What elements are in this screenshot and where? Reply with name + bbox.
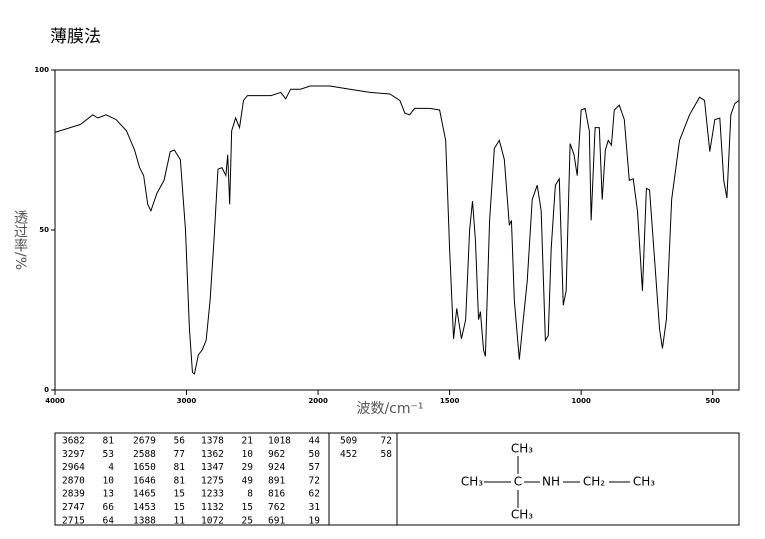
atom-label: CH₃ — [511, 442, 533, 456]
peak-transmittance: 31 — [309, 502, 321, 513]
peak-transmittance: 10 — [242, 449, 254, 460]
peak-transmittance: 4 — [108, 462, 114, 473]
peak-wavenumber: 2715 — [62, 515, 85, 526]
peak-transmittance: 11 — [174, 515, 186, 526]
peak-transmittance: 72 — [309, 475, 320, 486]
peak-transmittance: 49 — [242, 475, 254, 486]
peak-wavenumber: 3682 — [62, 436, 85, 447]
y-axis-label: 透过率/% — [12, 210, 28, 270]
peak-transmittance: 66 — [103, 502, 115, 513]
x-tick-label: 1500 — [440, 397, 460, 405]
peak-wavenumber: 1347 — [201, 462, 224, 473]
y-tick-label: 0 — [44, 386, 49, 394]
peak-transmittance: 50 — [309, 449, 321, 460]
peak-wavenumber: 2870 — [62, 475, 85, 486]
peak-wavenumber: 1132 — [201, 502, 224, 513]
atom-label: CH₂ — [583, 475, 605, 489]
plot-frame — [54, 69, 740, 391]
peak-transmittance: 15 — [174, 502, 185, 513]
peak-wavenumber: 2964 — [62, 462, 85, 473]
atom-label: C — [514, 475, 522, 489]
peak-wavenumber: 1018 — [268, 436, 291, 447]
peak-transmittance: 44 — [309, 436, 321, 447]
structure — [484, 456, 630, 508]
atom-label: CH₃ — [633, 475, 655, 489]
peak-wavenumber: 1233 — [201, 489, 224, 500]
peak-transmittance: 15 — [242, 502, 253, 513]
peak-transmittance: 72 — [381, 436, 392, 447]
peak-wavenumber: 1465 — [133, 489, 156, 500]
peak-wavenumber: 2747 — [62, 502, 85, 513]
peak-transmittance: 25 — [242, 515, 253, 526]
peak-transmittance: 57 — [309, 462, 320, 473]
peak-wavenumber: 1388 — [133, 515, 156, 526]
peak-wavenumber: 2679 — [133, 436, 156, 447]
x-tick-label: 1000 — [571, 397, 591, 405]
peak-transmittance: 64 — [103, 515, 115, 526]
peak-transmittance: 62 — [309, 489, 320, 500]
x-axis-label: 波数/cm⁻¹ — [356, 401, 423, 417]
peak-wavenumber: 816 — [268, 489, 285, 500]
peak-wavenumber: 924 — [268, 462, 285, 473]
atom-label: NH — [542, 475, 560, 489]
peak-wavenumber: 891 — [268, 475, 285, 486]
peak-wavenumber: 762 — [268, 502, 285, 513]
peak-wavenumber: 1072 — [201, 515, 224, 526]
peak-transmittance: 29 — [242, 462, 254, 473]
peak-wavenumber: 1453 — [133, 502, 156, 513]
peak-transmittance: 56 — [174, 436, 186, 447]
peak-wavenumber: 962 — [268, 449, 285, 460]
peak-wavenumber: 1378 — [201, 436, 224, 447]
peak-transmittance: 15 — [174, 489, 185, 500]
peak-transmittance: 81 — [103, 436, 115, 447]
y-tick-label: 50 — [39, 226, 49, 234]
atom-label: CH₃ — [511, 508, 533, 522]
peak-transmittance: 10 — [103, 475, 115, 486]
peak-wavenumber: 1362 — [201, 449, 224, 460]
x-tick-label: 500 — [705, 397, 720, 405]
x-tick-label: 2000 — [308, 397, 328, 405]
chart-title: 薄膜法 — [50, 27, 101, 47]
peak-wavenumber: 1650 — [133, 462, 156, 473]
peak-wavenumber: 509 — [340, 436, 357, 447]
peak-wavenumber: 1646 — [133, 475, 156, 486]
peak-transmittance: 21 — [242, 436, 254, 447]
peak-wavenumber: 452 — [340, 449, 357, 460]
atom-label: CH₃ — [461, 475, 483, 489]
peak-wavenumber: 691 — [268, 515, 285, 526]
peak-transmittance: 81 — [174, 462, 186, 473]
x-tick-label: 3000 — [177, 397, 197, 405]
x-tick-label: 4000 — [45, 397, 65, 405]
peak-transmittance: 81 — [174, 475, 186, 486]
peak-wavenumber: 3297 — [62, 449, 85, 460]
peak-transmittance: 19 — [309, 515, 321, 526]
spectrum-line — [54, 85, 740, 375]
peak-transmittance: 58 — [381, 449, 393, 460]
peak-wavenumber: 1275 — [201, 475, 224, 486]
peak-wavenumber: 2588 — [133, 449, 156, 460]
y-tick-label: 100 — [34, 66, 49, 74]
peak-transmittance: 8 — [247, 489, 253, 500]
peak-transmittance: 13 — [103, 489, 114, 500]
peak-wavenumber: 2839 — [62, 489, 85, 500]
peak-transmittance: 53 — [103, 449, 114, 460]
peak-transmittance: 77 — [174, 449, 185, 460]
